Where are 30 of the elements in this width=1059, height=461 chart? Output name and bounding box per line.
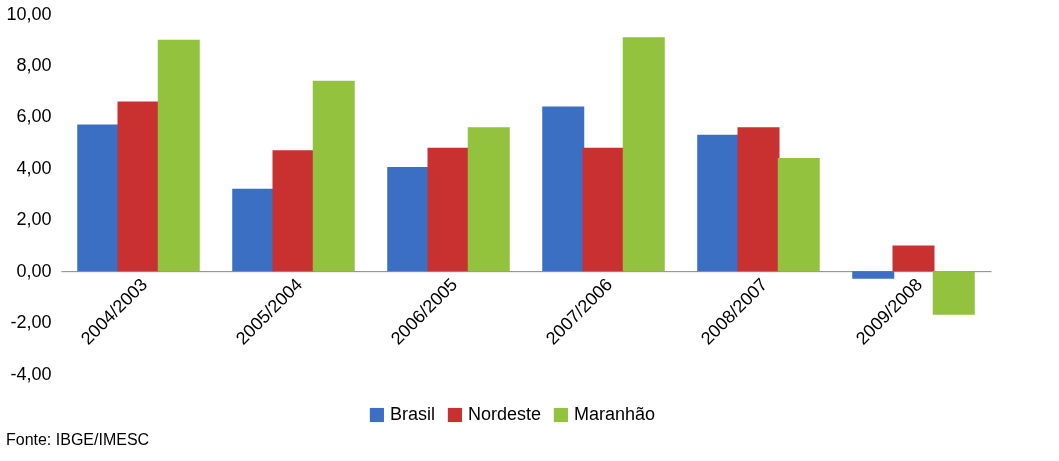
y-tick-label: 2,00 xyxy=(16,209,52,230)
bar xyxy=(232,188,275,272)
y-tick-label: 4,00 xyxy=(16,157,52,178)
bar xyxy=(892,245,935,272)
y-tick-label: 8,00 xyxy=(16,54,52,75)
bar xyxy=(622,37,665,272)
y-tick-label: -2,00 xyxy=(10,312,52,333)
bar xyxy=(582,147,625,272)
bar xyxy=(697,134,740,272)
bar xyxy=(77,124,120,272)
legend-label: Maranhão xyxy=(573,404,655,424)
bar xyxy=(777,158,820,272)
bar xyxy=(272,150,315,272)
y-tick-label: 0,00 xyxy=(16,260,52,281)
bar xyxy=(737,127,780,272)
y-tick-label: 6,00 xyxy=(16,106,52,127)
legend-label: Brasil xyxy=(389,404,435,424)
legend-label: Nordeste xyxy=(467,404,541,424)
bar xyxy=(467,127,510,272)
bar xyxy=(387,167,430,272)
bar xyxy=(427,147,470,272)
bar xyxy=(157,39,200,272)
y-tick-label: 10,00 xyxy=(6,3,52,24)
bar xyxy=(117,101,160,272)
bar xyxy=(852,271,895,279)
bar xyxy=(312,80,355,272)
y-tick-label: -4,00 xyxy=(10,363,52,384)
bar xyxy=(542,106,585,272)
source-note: Fonte: IBGE/IMESC xyxy=(5,431,150,448)
bar xyxy=(932,271,975,315)
